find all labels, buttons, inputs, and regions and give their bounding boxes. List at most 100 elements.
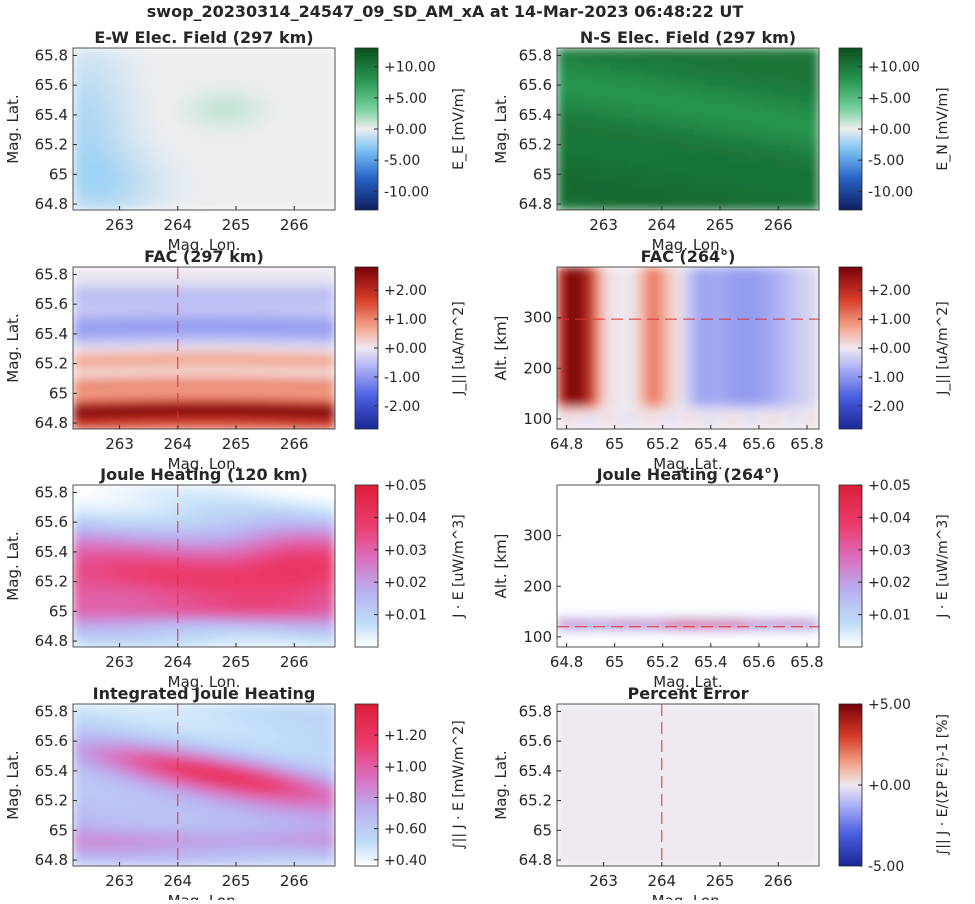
heatmap-cell (611, 407, 618, 413)
heatmap-cell (599, 380, 606, 386)
heatmap-cell (712, 80, 719, 86)
heatmap-cell (139, 391, 146, 397)
heatmap-cell (299, 418, 306, 424)
heatmap-cell (628, 272, 635, 278)
heatmap-cell (281, 272, 288, 278)
heatmap-cell (569, 172, 576, 178)
heatmap-cell (694, 91, 701, 97)
heatmap-cell (240, 64, 247, 70)
heatmap-cell (79, 305, 86, 311)
heatmap-cell (700, 278, 707, 284)
heatmap-cell (198, 391, 205, 397)
heatmap-cell (569, 294, 576, 300)
heatmap-cell (569, 70, 576, 76)
heatmap-cell (121, 91, 128, 97)
heatmap-cell (192, 194, 199, 200)
heatmap-cell (628, 353, 635, 359)
heatmap-cell (628, 326, 635, 332)
heatmap-cell (115, 129, 122, 135)
heatmap-cell (240, 267, 247, 273)
heatmap-cell (180, 172, 187, 178)
heatmap-cell (759, 80, 766, 86)
heatmap-cell (795, 118, 802, 124)
heatmap-cell (628, 316, 635, 322)
heatmap-cell (323, 316, 330, 322)
heatmap-cell (127, 178, 134, 184)
heatmap-cell (563, 326, 570, 332)
heatmap-cell (299, 118, 306, 124)
heatmap-cell (623, 326, 630, 332)
heatmap-cell (287, 59, 294, 65)
heatmap-cell (73, 316, 80, 322)
heatmap-cell (252, 80, 259, 86)
heatmap-cell (593, 97, 600, 103)
heatmap-cell (676, 86, 683, 92)
heatmap-cell (162, 113, 169, 119)
heatmap-cell (252, 75, 259, 81)
heatmap-cell (228, 305, 235, 311)
heatmap-cell (222, 70, 229, 76)
heatmap-cell (252, 59, 259, 65)
heatmap-cell (599, 129, 606, 135)
heatmap-cell (258, 124, 265, 130)
heatmap-cell (162, 80, 169, 86)
heatmap-cell (724, 118, 731, 124)
heatmap-cell (222, 305, 229, 311)
heatmap-cell (724, 413, 731, 419)
heatmap-cell (281, 167, 288, 173)
heatmap-cell (150, 102, 157, 108)
heatmap-cell (204, 267, 211, 273)
heatmap-cell (795, 124, 802, 130)
heatmap-cell (765, 53, 772, 59)
heatmap-cell (198, 64, 205, 70)
heatmap-cell (270, 145, 277, 151)
heatmap-cell (258, 305, 265, 311)
heatmap-cell (210, 364, 217, 370)
heatmap-cell (293, 283, 300, 289)
heatmap-cell (186, 332, 193, 338)
heatmap-cell (162, 391, 169, 397)
heatmap-cell (270, 364, 277, 370)
heatmap-cell (664, 86, 671, 92)
heatmap-cell (807, 183, 814, 189)
heatmap-cell (150, 118, 157, 124)
heatmap-cell (198, 321, 205, 327)
heatmap-cell (676, 343, 683, 349)
heatmap-cell (287, 145, 294, 151)
heatmap-cell (103, 391, 110, 397)
heatmap-cell (186, 418, 193, 424)
colorbar-tick-label: +0.00 (384, 341, 427, 357)
heatmap-cell (682, 48, 689, 54)
heatmap-cell (305, 124, 312, 130)
heatmap-cell (801, 199, 808, 205)
heatmap-cell (222, 48, 229, 54)
heatmap-cell (563, 316, 570, 322)
heatmap-cell (587, 118, 594, 124)
heatmap-cell (611, 321, 618, 327)
heatmap-cell (192, 294, 199, 300)
heatmap-cell (162, 161, 169, 167)
heatmap-cell (240, 102, 247, 108)
heatmap-cell (646, 161, 653, 167)
heatmap-cell (569, 267, 576, 273)
heatmap-cell (718, 272, 725, 278)
heatmap-cell (270, 407, 277, 413)
heatmap-cell (293, 305, 300, 311)
heatmap-cell (252, 267, 259, 273)
heatmap-cell (174, 145, 181, 151)
heatmap-cell (281, 183, 288, 189)
heatmap-cell (742, 59, 749, 65)
heatmap-cell (228, 316, 235, 322)
heatmap-cell (228, 294, 235, 300)
heatmap-cell (563, 167, 570, 173)
heatmap-cell (73, 102, 80, 108)
heatmap-cell (730, 299, 737, 305)
heatmap-cell (162, 316, 169, 322)
heatmap-cell (144, 172, 151, 178)
heatmap-cell (109, 64, 116, 70)
heatmap-cell (634, 145, 641, 151)
heatmap-cell (557, 178, 564, 184)
heatmap-cell (240, 113, 247, 119)
heatmap-cell (706, 102, 713, 108)
heatmap-cell (97, 118, 104, 124)
